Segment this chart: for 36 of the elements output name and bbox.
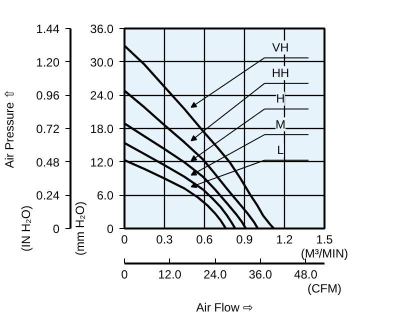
x-tick-label: 1.5 — [316, 232, 334, 246]
x-tick-label: 0.3 — [156, 232, 174, 246]
legend-label: H — [276, 92, 285, 106]
x-tick-label: 0.6 — [196, 232, 214, 246]
legend-label: L — [277, 142, 284, 157]
y2-tick-label: 0.96 — [36, 88, 60, 103]
x-tick-label: 0 — [121, 232, 128, 246]
x2-tick-label: 48.0 — [294, 268, 318, 282]
y-tick-label: 0 — [106, 222, 114, 236]
x2-tick-label: 12.0 — [158, 268, 182, 282]
text: Air Pressure ⇧ — [2, 88, 16, 168]
text: Air Flow ⇨ — [196, 300, 253, 314]
x2-tick-label: 36.0 — [248, 268, 272, 282]
y-tick-label: 12.0 — [90, 155, 114, 170]
x-axis-title: (M³/MIN) — [300, 246, 348, 260]
x2-tick-label: 24.0 — [203, 268, 228, 282]
y2-tick-label: 0.72 — [36, 122, 60, 136]
y-tick-label: 24.0 — [90, 88, 114, 103]
legend-label: HH — [272, 66, 290, 80]
legend-label: M — [276, 117, 286, 132]
x2-axis-title: (CFM) — [308, 282, 342, 296]
x-tick-label: 1.2 — [276, 232, 294, 246]
x-tick-label: 0.9 — [236, 232, 254, 246]
y2-tick-label: 0.48 — [36, 155, 60, 170]
y2-tick-label: 1.20 — [36, 55, 60, 70]
y2-tick-label: 1.44 — [36, 22, 60, 36]
y-axis-title: (mm H₂O) — [73, 202, 88, 256]
text: VH — [272, 40, 289, 54]
y-tick-label: 6.0 — [96, 188, 114, 203]
y-tick-label: 36.0 — [90, 22, 114, 36]
y-tick-label: 30.0 — [90, 55, 114, 70]
y2-axis-title: (IN H₂O) — [19, 206, 34, 252]
y-tick-label: 18.0 — [90, 122, 114, 136]
y2-tick-label: 0.24 — [36, 188, 60, 203]
y2-tick-label: 0 — [52, 222, 60, 236]
x2-tick-label: 0 — [121, 268, 128, 282]
